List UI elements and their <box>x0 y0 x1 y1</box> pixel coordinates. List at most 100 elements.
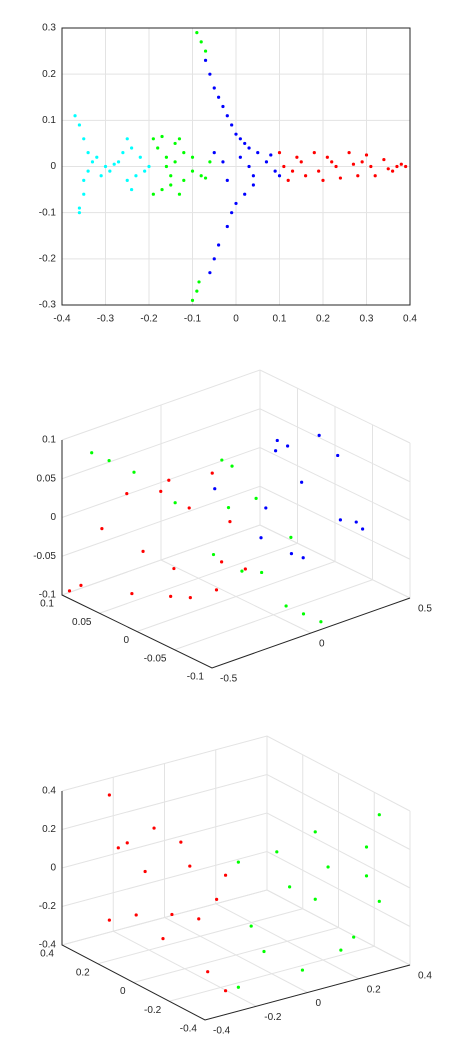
point <box>386 167 390 171</box>
point <box>77 206 81 210</box>
point <box>217 95 221 99</box>
point <box>295 155 299 159</box>
point <box>243 192 247 196</box>
point <box>208 72 212 76</box>
grid-line <box>61 408 411 483</box>
x-tick-label: 0 <box>233 314 239 325</box>
point <box>206 970 210 974</box>
point <box>330 160 334 164</box>
grid-line <box>61 524 411 599</box>
point <box>339 948 343 952</box>
point <box>82 192 86 196</box>
grid-line <box>174 424 373 651</box>
point <box>138 155 142 159</box>
point <box>238 155 242 159</box>
point <box>251 174 255 178</box>
grid-line <box>61 773 411 850</box>
point <box>73 114 77 118</box>
point <box>130 591 134 596</box>
point <box>187 506 191 510</box>
y-tick-label: 0.2 <box>42 69 56 80</box>
z-tick-label: 0.1 <box>42 435 56 446</box>
point <box>107 918 111 922</box>
point <box>151 137 155 141</box>
point <box>351 162 356 166</box>
z-tick-label: 0.2 <box>42 824 56 835</box>
point <box>356 174 360 178</box>
point <box>141 549 145 553</box>
point <box>334 164 338 169</box>
point <box>173 160 177 164</box>
point <box>212 86 216 90</box>
grid-line <box>99 388 298 614</box>
point <box>273 169 277 173</box>
point <box>208 160 212 164</box>
grid-line <box>112 777 257 1007</box>
point <box>284 604 288 608</box>
point <box>212 151 216 155</box>
grid-line <box>61 735 411 812</box>
point <box>103 164 108 169</box>
point <box>243 141 247 146</box>
point <box>159 489 163 493</box>
x-tick-label: 0.2 <box>316 314 330 325</box>
grid-line <box>61 440 213 669</box>
point <box>240 569 244 573</box>
point <box>169 594 173 598</box>
grid-line <box>61 736 268 946</box>
point <box>199 40 203 44</box>
grid-line <box>136 406 336 632</box>
point <box>234 132 238 136</box>
point <box>203 58 208 62</box>
point <box>377 899 381 903</box>
point <box>212 257 216 261</box>
point <box>290 169 295 173</box>
z-tick-label: -0.1 <box>39 590 57 601</box>
grid-line <box>169 792 375 1002</box>
point <box>369 164 373 169</box>
point <box>300 480 304 484</box>
point <box>275 850 279 854</box>
point <box>326 865 330 869</box>
y-tick-label: -0.1 <box>39 207 57 218</box>
point <box>211 552 216 557</box>
x-tick-label: 0.1 <box>273 314 287 325</box>
grid-line <box>61 850 411 927</box>
y-tick-label: -0.05 <box>144 653 167 664</box>
point <box>325 155 329 159</box>
point <box>317 169 321 173</box>
point <box>67 589 72 593</box>
y-tick-label: 0 <box>123 635 129 646</box>
point <box>361 527 365 531</box>
point <box>195 31 199 35</box>
point <box>277 174 282 178</box>
point <box>234 201 238 206</box>
point <box>156 146 160 150</box>
y-tick-label: 0.05 <box>72 617 92 628</box>
point <box>177 192 182 196</box>
point <box>249 924 253 928</box>
point <box>228 520 232 524</box>
grid-line <box>61 791 206 1021</box>
point <box>260 570 264 575</box>
point <box>90 160 95 164</box>
point <box>173 141 177 146</box>
y-tick-label: 0.4 <box>40 949 54 960</box>
y-tick-label: -0.2 <box>144 1005 162 1016</box>
point <box>223 873 228 877</box>
point <box>226 506 231 510</box>
axes-box <box>61 27 411 306</box>
y-tick-label: -0.4 <box>180 1024 198 1035</box>
point <box>182 151 186 155</box>
point <box>82 178 86 182</box>
point <box>236 985 240 989</box>
x-tick-label: -0.5 <box>220 674 238 685</box>
point <box>112 162 116 166</box>
point <box>282 164 286 169</box>
axis-line <box>61 791 411 1021</box>
point <box>321 178 325 182</box>
point <box>208 271 212 275</box>
y-tick-label: 0.2 <box>76 967 90 978</box>
point <box>352 935 356 939</box>
point <box>143 169 147 173</box>
